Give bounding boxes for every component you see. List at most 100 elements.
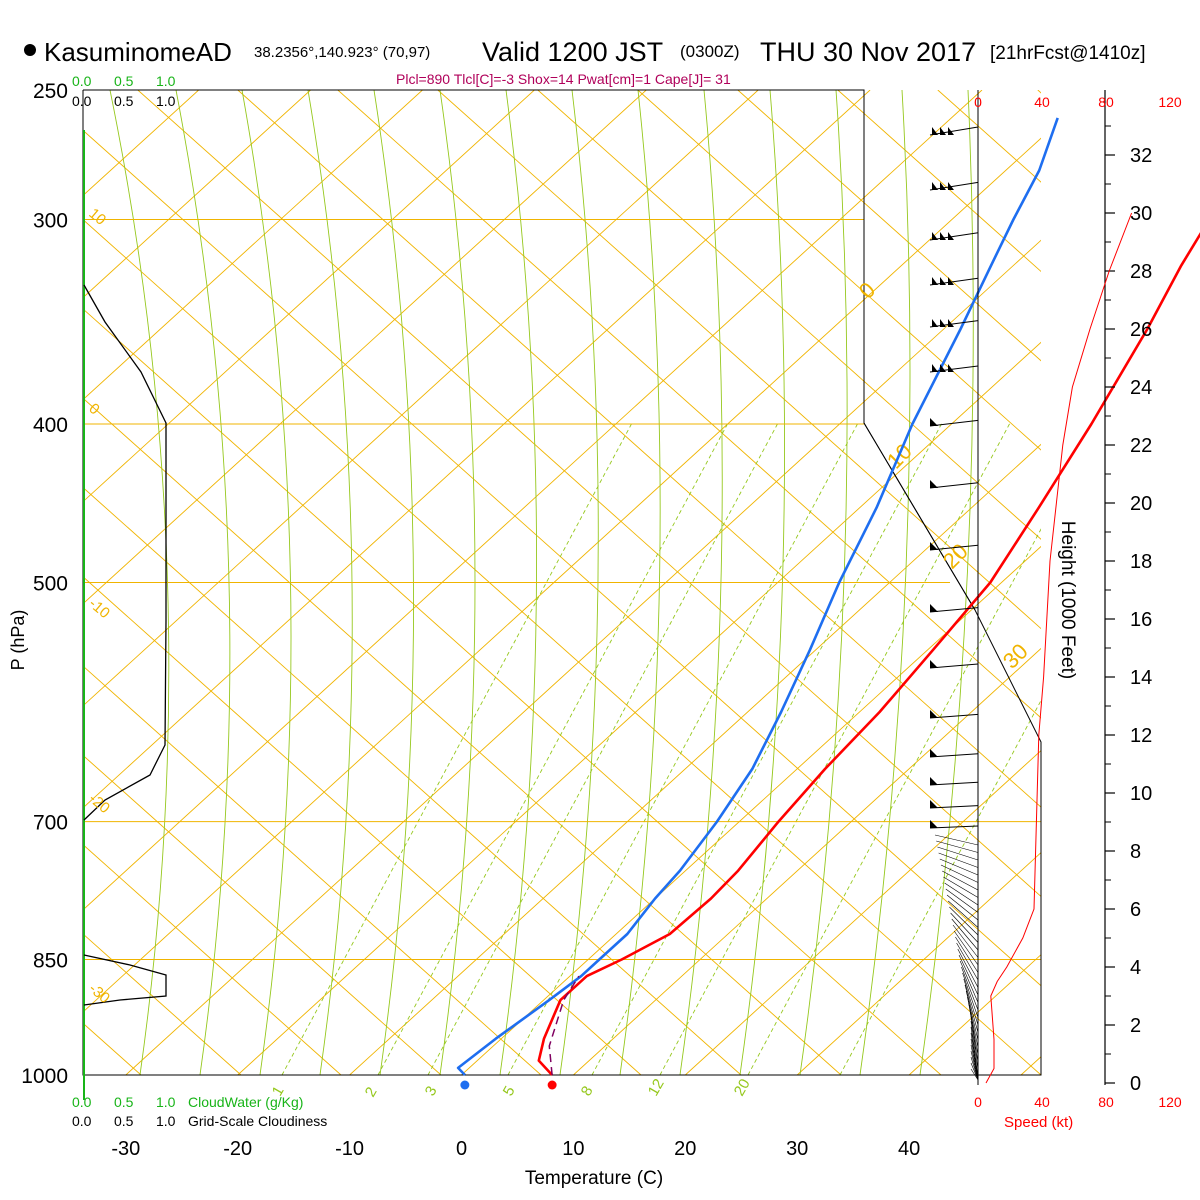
temperature-tick: -20 bbox=[223, 1138, 252, 1160]
cloudiness-tick-top: 1.0 bbox=[156, 93, 176, 109]
barb-pennant bbox=[932, 364, 938, 372]
barb-staff bbox=[929, 805, 979, 809]
speed-tick-bottom: 120 bbox=[1158, 1094, 1182, 1110]
mixing-ratio-line bbox=[659, 422, 1011, 1075]
barb-staff-dense bbox=[937, 846, 979, 861]
barb-staff bbox=[929, 544, 979, 551]
barb-staff-dense bbox=[950, 912, 979, 943]
wind-barb bbox=[929, 480, 979, 489]
pressure-tick: 1000 bbox=[21, 1065, 68, 1088]
isotherm-label: -20 bbox=[85, 790, 113, 817]
cloudwater-tick-bottom: 1.0 bbox=[156, 1094, 176, 1110]
barb-staff-dense bbox=[949, 906, 979, 936]
speed-tick-top: 80 bbox=[1098, 94, 1114, 110]
barb-staff-dense bbox=[943, 876, 979, 898]
wind-barb bbox=[929, 710, 979, 719]
barb-pennant bbox=[948, 127, 954, 135]
wind-barb bbox=[929, 604, 979, 613]
cloudiness-tick-top: 0.5 bbox=[114, 93, 134, 109]
barb-staff-dense bbox=[956, 942, 979, 981]
wind-barb bbox=[929, 232, 979, 241]
isotherm-line bbox=[83, 90, 535, 503]
wind-barb bbox=[929, 126, 979, 136]
height-axis-label: Height (1000 Feet) bbox=[1057, 521, 1078, 679]
isotherm-line bbox=[461, 545, 1041, 1075]
isotherm-label: -10 bbox=[85, 595, 113, 622]
wind-barb bbox=[929, 542, 979, 551]
barb-staff bbox=[929, 607, 979, 613]
isotherm-line bbox=[1133, 90, 1200, 1075]
wind-barb bbox=[929, 660, 979, 669]
moist-adiabat-line bbox=[919, 90, 974, 1075]
barb-staff-dense bbox=[942, 870, 979, 891]
parcel-curve bbox=[548, 975, 580, 1076]
cloudiness-profile-lower bbox=[83, 954, 167, 1006]
moist-adiabat-line bbox=[799, 90, 848, 1075]
barb-pennant bbox=[948, 232, 954, 240]
moist-adiabat-line bbox=[373, 90, 414, 1075]
wind-speed-profile bbox=[985, 212, 1133, 1084]
moist-adiabat-line bbox=[307, 90, 353, 1075]
moist-adiabat-line bbox=[439, 90, 476, 1075]
speed-tick-bottom: 0 bbox=[974, 1094, 982, 1110]
station-bullet-icon bbox=[24, 44, 36, 56]
moist-adiabat-line bbox=[109, 90, 170, 1075]
height-tick: 20 bbox=[1130, 493, 1152, 515]
barb-staff-dense bbox=[938, 852, 979, 868]
mixing-ratio-lines bbox=[281, 422, 1041, 1075]
dry-adiabat-line bbox=[737, 90, 1041, 362]
barb-staff-dense bbox=[946, 894, 979, 921]
temperature-tick: 10 bbox=[562, 1138, 584, 1160]
isotherm-line bbox=[573, 647, 1041, 1075]
station-name: KasuminomeAD bbox=[44, 37, 232, 67]
barb-staff-dense bbox=[962, 972, 979, 1018]
barb-pennant bbox=[940, 319, 946, 327]
barb-staff bbox=[929, 713, 979, 719]
isotherm-line bbox=[684, 749, 1041, 1075]
barb-pennant bbox=[930, 749, 938, 757]
barb-staff-dense bbox=[936, 840, 979, 853]
barb-pennant bbox=[930, 418, 938, 426]
speed-tick-bottom: 80 bbox=[1098, 1094, 1114, 1110]
station-coords: 38.2356°,140.923° (70,97) bbox=[254, 44, 430, 61]
temperature-tick: 0 bbox=[456, 1138, 467, 1160]
cloudiness-label: Grid-Scale Cloudiness bbox=[188, 1113, 327, 1129]
wind-barb bbox=[929, 364, 979, 373]
barb-staff-dense bbox=[940, 864, 979, 883]
cloudwater-tick-top: 0.5 bbox=[114, 73, 134, 89]
moist-adiabat-line bbox=[859, 90, 911, 1075]
barb-staff-dense bbox=[965, 990, 979, 1041]
moist-adiabats bbox=[109, 90, 974, 1075]
cloud-axis-top: 0.0 0.5 1.0 0.0 0.5 1.0 bbox=[72, 73, 176, 109]
barb-staff-dense bbox=[955, 936, 979, 973]
height-tick: 24 bbox=[1130, 377, 1152, 399]
height-tick: 8 bbox=[1130, 841, 1141, 863]
cloudiness-tick-bottom: 0.0 bbox=[72, 1113, 92, 1129]
speed-tick-top: 40 bbox=[1034, 94, 1050, 110]
barb-pennant bbox=[930, 604, 938, 612]
cloudiness-tick-top: 0.0 bbox=[72, 93, 92, 109]
isobars bbox=[83, 89, 1041, 1076]
valid-time: Valid 1200 JST bbox=[482, 37, 663, 67]
cloudwater-tick-top: 0.0 bbox=[72, 73, 92, 89]
barb-staff-dense bbox=[963, 978, 979, 1026]
y-axis-label: P (hPa) bbox=[8, 610, 28, 671]
barb-pennant bbox=[932, 277, 938, 285]
isotherm-label: 30 bbox=[998, 639, 1033, 674]
barb-staff bbox=[929, 126, 979, 136]
wind-speed-line bbox=[985, 212, 1133, 1084]
dry-adiabat-line bbox=[83, 665, 542, 1075]
speed-tick-top: 0 bbox=[974, 94, 982, 110]
dry-adiabat-line bbox=[637, 90, 1041, 451]
barb-staff-dense bbox=[970, 1062, 979, 1081]
pressure-tick: 850 bbox=[33, 950, 68, 973]
surface-temp-marker bbox=[547, 1080, 557, 1090]
cloudwater-tick-top: 1.0 bbox=[156, 73, 176, 89]
temperature-tick: -10 bbox=[335, 1138, 364, 1160]
cloud-axis-bottom: 0.0 0.5 1.0 CloudWater (g/Kg) 0.0 0.5 1.… bbox=[72, 1094, 327, 1129]
barb-staff-dense bbox=[964, 984, 979, 1033]
barb-staff bbox=[929, 232, 979, 241]
barb-staff-dense bbox=[970, 1068, 979, 1081]
